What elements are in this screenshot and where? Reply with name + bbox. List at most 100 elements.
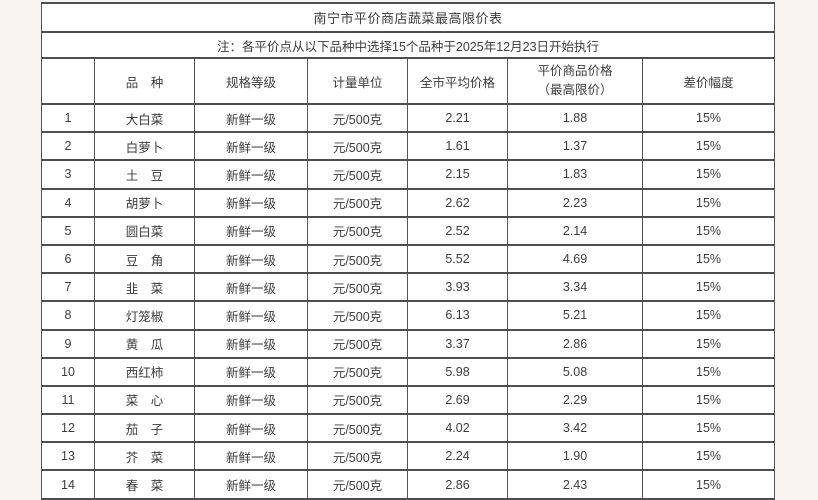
max-price-cell: 1.83 xyxy=(507,159,643,190)
header-max-price: 平价商品价格 （最高限价） xyxy=(507,57,643,105)
variety-cell: 土 豆 xyxy=(94,159,195,190)
row-number-cell: 8 xyxy=(41,300,95,331)
row-number-cell: 13 xyxy=(41,441,95,472)
max-price-cell: 5.08 xyxy=(507,356,643,387)
table-row: 12 茄 子新鲜一级 元/500克 4.02 3.42 15% xyxy=(41,413,776,444)
row-number-cell: 6 xyxy=(41,243,95,275)
table-header-row: 品 种 规格等级 计量单位 全市平均价格 平价商品价格 （最高限价） 差价幅度 xyxy=(41,57,776,105)
header-unit: 计量单位 xyxy=(307,57,408,105)
margin-cell: 15% xyxy=(641,356,776,387)
grade-cell: 新鲜一级 xyxy=(194,187,308,218)
unit-cell: 元/500克 xyxy=(307,159,408,190)
max-price-cell: 1.90 xyxy=(507,441,643,472)
unit-cell: 元/500克 xyxy=(307,328,408,359)
variety-cell: 豆 角 xyxy=(94,243,195,275)
avg-price-cell: 2.24 xyxy=(407,441,508,472)
max-price-cell: 2.43 xyxy=(507,469,643,500)
table-row: 11 菜 心新鲜一级 元/500克 2.69 2.29 15% xyxy=(41,384,776,416)
variety-cell: 黄 瓜 xyxy=(94,328,195,359)
margin-cell: 15% xyxy=(641,187,776,218)
avg-price-cell: 2.21 xyxy=(407,102,508,134)
row-number-cell: 5 xyxy=(41,215,95,246)
margin-cell: 15% xyxy=(641,300,776,331)
avg-price-cell: 2.15 xyxy=(407,159,508,190)
header-max-price-line1: 平价商品价格 xyxy=(537,63,613,78)
table-row: 1 大白菜 新鲜一级 元/500克 2.21 1.88 15% xyxy=(41,102,776,134)
grade-cell: 新鲜一级 xyxy=(194,441,308,472)
unit-cell: 元/500克 xyxy=(307,215,408,246)
unit-cell: 元/500克 xyxy=(307,469,408,500)
unit-cell: 元/500克 xyxy=(307,356,408,387)
avg-price-cell: 3.93 xyxy=(407,272,508,303)
grade-cell: 新鲜一级 xyxy=(194,272,308,303)
avg-price-cell: 3.37 xyxy=(407,328,508,359)
variety-cell: 芥 菜 xyxy=(94,441,195,472)
unit-cell: 元/500克 xyxy=(307,413,408,444)
variety-cell: 西红柿 xyxy=(94,356,195,387)
header-grade: 规格等级 xyxy=(194,57,308,105)
margin-cell: 15% xyxy=(641,102,776,134)
row-number-cell: 9 xyxy=(41,328,95,359)
table-note-row: 注：各平价点从以下品种中选择15个品种于2025年12月23日开始执行 xyxy=(40,31,776,59)
avg-price-cell: 2.52 xyxy=(407,215,508,246)
margin-cell: 15% xyxy=(641,131,776,162)
max-price-cell: 3.42 xyxy=(507,413,643,444)
variety-cell: 胡萝卜 xyxy=(94,187,195,218)
variety-cell: 大白菜 xyxy=(94,102,195,134)
row-number-cell: 4 xyxy=(41,187,95,218)
grade-cell: 新鲜一级 xyxy=(194,413,308,444)
variety-cell: 茄 子 xyxy=(94,413,195,444)
avg-price-cell: 5.52 xyxy=(407,243,508,275)
variety-cell: 灯笼椒 xyxy=(94,300,195,331)
max-price-cell: 5.21 xyxy=(507,300,643,331)
unit-cell: 元/500克 xyxy=(307,131,408,162)
header-avg-price: 全市平均价格 xyxy=(407,57,508,105)
variety-cell: 春 菜 xyxy=(94,469,195,500)
table-row: 4 胡萝卜 新鲜一级 元/500克 2.62 2.23 15% xyxy=(41,187,776,218)
max-price-cell: 2.29 xyxy=(507,384,643,416)
table-row: 2 白萝卜 新鲜一级 元/500克 1.61 1.37 15% xyxy=(41,131,776,162)
avg-price-cell: 6.13 xyxy=(407,300,508,331)
row-number-cell: 3 xyxy=(41,159,95,190)
header-margin: 差价幅度 xyxy=(641,57,776,105)
variety-cell: 白萝卜 xyxy=(94,131,195,162)
max-price-cell: 2.86 xyxy=(507,328,643,359)
unit-cell: 元/500克 xyxy=(307,384,408,416)
table-row: 10 西红柿 新鲜一级 元/500克 5.98 5.08 15% xyxy=(41,356,776,387)
margin-cell: 15% xyxy=(641,384,776,416)
margin-cell: 15% xyxy=(641,469,776,500)
row-number-cell: 1 xyxy=(41,102,95,134)
unit-cell: 元/500克 xyxy=(307,102,408,134)
margin-cell: 15% xyxy=(641,441,776,472)
avg-price-cell: 5.98 xyxy=(407,356,508,387)
variety-cell: 韭 菜 xyxy=(94,272,195,303)
table-title: 南宁市平价商店蔬菜最高限价表 xyxy=(40,2,776,33)
unit-cell: 元/500克 xyxy=(307,243,408,275)
avg-price-cell: 2.69 xyxy=(407,384,508,416)
table-row: 13 芥 菜新鲜一级 元/500克 2.24 1.90 15% xyxy=(41,441,776,472)
unit-cell: 元/500克 xyxy=(307,187,408,218)
table-row: 14 春 菜新鲜一级 元/500克 2.86 2.43 15% xyxy=(41,469,776,500)
max-price-cell: 2.23 xyxy=(507,187,643,218)
grade-cell: 新鲜一级 xyxy=(194,131,308,162)
row-number-cell: 2 xyxy=(41,131,95,162)
header-variety: 品 种 xyxy=(94,57,195,105)
unit-cell: 元/500克 xyxy=(307,300,408,331)
table-row-partial xyxy=(41,497,776,500)
price-table-container: 南宁市平价商店蔬菜最高限价表 注：各平价点从以下品种中选择15个品种于2025年… xyxy=(40,2,776,500)
grade-cell: 新鲜一级 xyxy=(194,328,308,359)
table-row: 8 灯笼椒 新鲜一级 元/500克 6.13 5.21 15% xyxy=(41,300,776,331)
variety-cell: 菜 心 xyxy=(94,384,195,416)
max-price-cell: 2.14 xyxy=(507,215,643,246)
unit-cell: 元/500克 xyxy=(307,272,408,303)
table-row: 5 圆白菜 新鲜一级 元/500克 2.52 2.14 15% xyxy=(41,215,776,246)
margin-cell: 15% xyxy=(641,272,776,303)
row-number-cell: 14 xyxy=(41,469,95,500)
empty-cell xyxy=(641,497,776,500)
row-number-cell: 7 xyxy=(41,272,95,303)
